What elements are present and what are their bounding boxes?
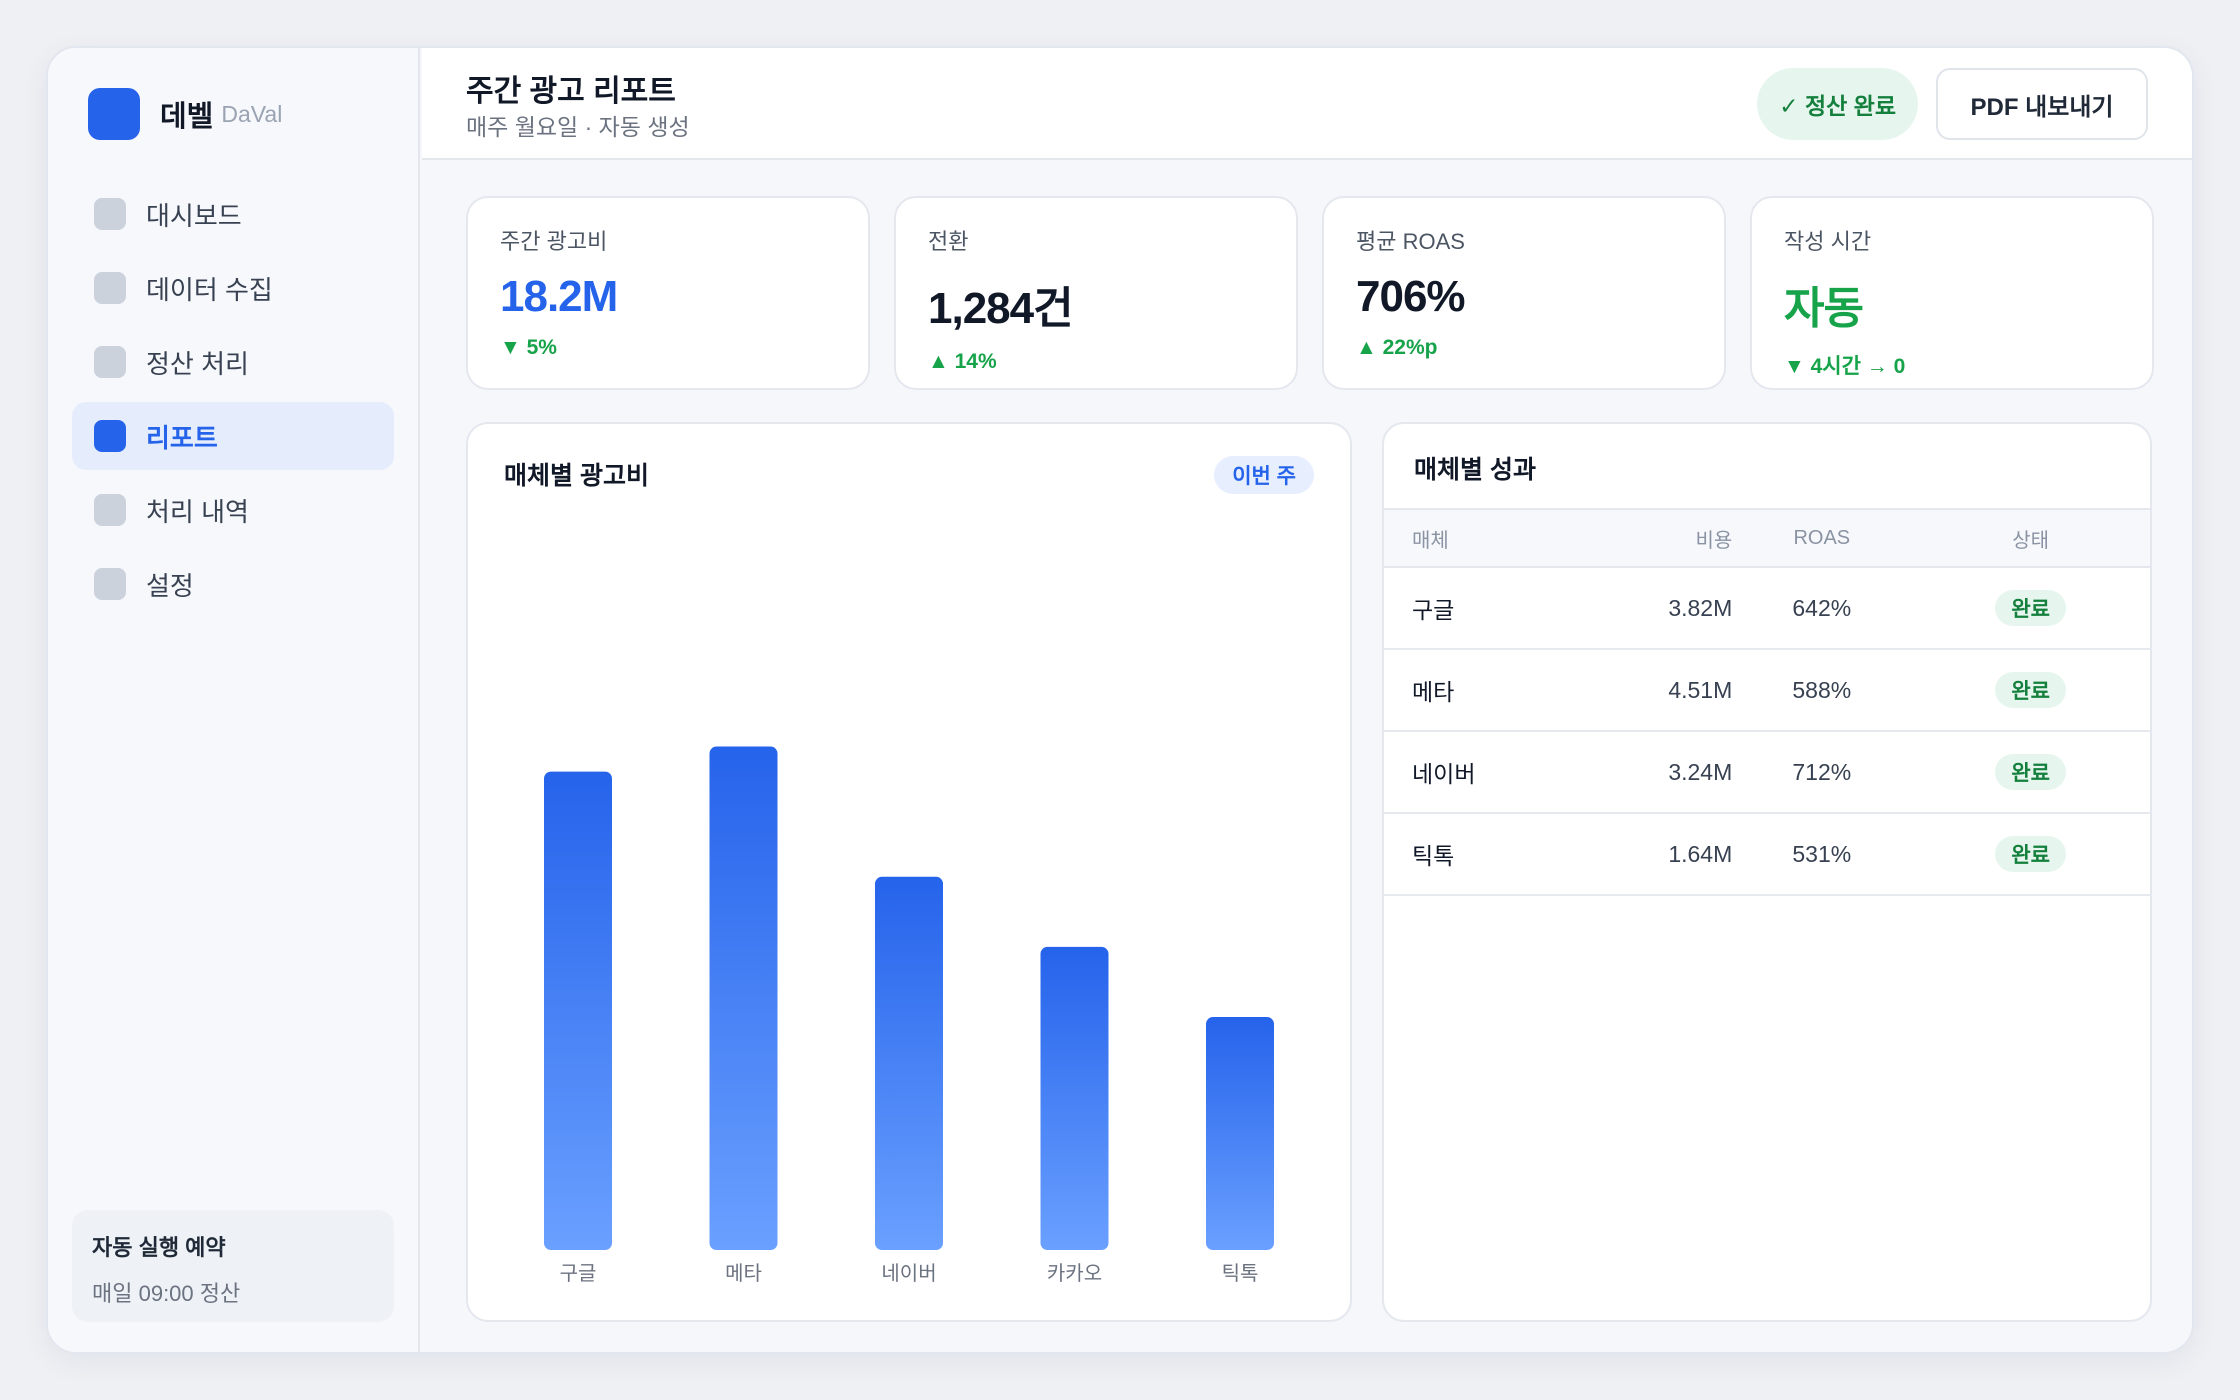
performance-table-card: 매체별 성과 매체 비용 ROAS 상태 구글 3.82M 642% 완료 메타…: [1382, 422, 2152, 1322]
chart-bar[interactable]: [1206, 1017, 1274, 1250]
sidebar-item-dashboard[interactable]: 대시보드: [72, 180, 394, 248]
sidebar-item-label: 설정: [146, 570, 194, 601]
chart-x-tick-label: 구글: [560, 1263, 597, 1285]
sidebar-item-label: 대시보드: [146, 200, 242, 231]
table-row[interactable]: 구글 3.82M 642% 완료: [1384, 568, 2150, 650]
dashboard-icon: [94, 198, 126, 230]
table-header: 매체 비용 ROAS 상태: [1384, 508, 2150, 568]
sidebar-item-history[interactable]: 처리 내역: [72, 476, 394, 544]
kpi-value: 1,284건: [928, 284, 1074, 333]
cell-media: 네이버: [1412, 761, 1476, 787]
chart-x-tick-label: 메타: [725, 1262, 762, 1285]
cell-cost: 3.82M: [1668, 594, 1733, 621]
kpi-value: 자동: [1784, 284, 1864, 333]
kpi-label: 전환: [928, 229, 969, 254]
sidebar-item-data-collection[interactable]: 데이터 수집: [72, 254, 394, 322]
pdf-export-button[interactable]: PDF 내보내기: [1936, 68, 2148, 140]
kpi-value: 18.2M: [500, 272, 618, 321]
kpi-delta: ▲ 14%: [928, 350, 997, 373]
page-header: 주간 광고 리포트 매주 월요일 · 자동 생성 ✓ 정산 완료 PDF 내보내…: [422, 48, 2192, 160]
kpi-label: 평균 ROAS: [1356, 229, 1465, 254]
status-badge: 완료: [1995, 590, 2066, 626]
chart-x-tick-label: 카카오: [1047, 1262, 1102, 1285]
chart-x-tick-label: 틱톡: [1222, 1262, 1259, 1285]
table-title: 매체별 성과: [1414, 456, 1536, 484]
kpi-label: 작성 시간: [1784, 229, 1872, 254]
cell-cost: 1.64M: [1668, 840, 1733, 867]
cell-roas: 588%: [1792, 676, 1852, 703]
kpi-delta: ▼ 5%: [500, 336, 557, 359]
kpi-value: 706%: [1356, 272, 1466, 321]
brand[interactable]: 데벨 DaVal: [88, 88, 282, 140]
cell-state: 완료: [1911, 590, 2150, 626]
cell-state: 완료: [1911, 672, 2150, 708]
brand-sub: DaVal: [221, 100, 283, 127]
kpi-card-roas: 평균 ROAS 706% ▲ 22%p: [1322, 196, 1726, 390]
sidebar-item-report[interactable]: 리포트: [72, 402, 394, 470]
cell-media: 구글: [1412, 597, 1455, 623]
chart-bar[interactable]: [875, 876, 943, 1250]
kpi-delta: ▲ 22%p: [1356, 336, 1438, 359]
sidebar-item-label: 데이터 수집: [146, 274, 273, 305]
col-header-roas[interactable]: ROAS: [1793, 526, 1851, 549]
bar-chart: 구글 메타 네이버 카카오 틱톡: [544, 746, 1274, 1285]
chart-bar[interactable]: [1040, 946, 1109, 1250]
page-title: 주간 광고 리포트: [466, 75, 676, 108]
col-header-state[interactable]: 상태: [2012, 529, 2050, 552]
brand-logo-icon: [88, 88, 140, 140]
cell-cost: 3.24M: [1668, 758, 1733, 785]
cell-roas: 531%: [1792, 840, 1852, 867]
kpi-card-conversions: 전환 1,284건 ▲ 14%: [894, 196, 1298, 390]
sidebar-item-label: 처리 내역: [146, 496, 249, 527]
schedule-sub: 매일 09:00 정산: [92, 1281, 241, 1306]
table-row[interactable]: 네이버 3.24M 712% 완료: [1384, 732, 2150, 814]
history-icon: [94, 494, 126, 526]
report-icon: [94, 420, 126, 452]
page-subtitle: 매주 월요일 · 자동 생성: [466, 114, 690, 140]
sidebar: 데벨 DaVal 대시보드 데이터 수집 정산 처리 리포트 처리 내: [48, 48, 420, 1352]
status-badge: ✓ 정산 완료: [1757, 68, 1918, 140]
schedule-title: 자동 실행 예약: [92, 1235, 226, 1260]
kpi-label: 주간 광고비: [500, 229, 608, 254]
cell-state: 완료: [1911, 836, 2150, 872]
sidebar-nav: 대시보드 데이터 수집 정산 처리 리포트 처리 내역 설정: [72, 180, 394, 624]
brand-name: 데벨: [160, 101, 214, 133]
auto-run-schedule[interactable]: 자동 실행 예약 매일 09:00 정산: [72, 1210, 394, 1322]
chart-x-tick-label: 네이버: [881, 1262, 936, 1285]
period-tag[interactable]: 이번 주: [1214, 456, 1314, 494]
chart-title: 매체별 광고비: [504, 462, 649, 490]
sidebar-item-settlement[interactable]: 정산 처리: [72, 328, 394, 396]
data-collection-icon: [94, 272, 126, 304]
settlement-icon: [94, 346, 126, 378]
status-badge: 완료: [1995, 754, 2066, 790]
app-window: 데벨 DaVal 대시보드 데이터 수집 정산 처리 리포트 처리 내: [46, 46, 2194, 1354]
col-header-cost[interactable]: 비용: [1695, 529, 1733, 552]
table-body: 구글 3.82M 642% 완료 메타 4.51M 588% 완료 네이버 3.…: [1384, 568, 2150, 896]
settings-icon: [94, 568, 126, 600]
chart-bar[interactable]: [544, 771, 612, 1250]
kpi-card-ad-spend: 주간 광고비 18.2M ▼ 5%: [466, 196, 870, 390]
cell-state: 완료: [1911, 754, 2150, 790]
sidebar-item-settings[interactable]: 설정: [72, 550, 394, 618]
chart-bar[interactable]: [709, 746, 778, 1250]
chart-card: 구글 메타 네이버 카카오 틱톡 매체별 광고비 이번 주: [466, 422, 1352, 1322]
cell-roas: 712%: [1792, 758, 1852, 785]
col-header-media[interactable]: 매체: [1412, 529, 1449, 552]
table-row[interactable]: 메타 4.51M 588% 완료: [1384, 650, 2150, 732]
table-row[interactable]: 틱톡 1.64M 531% 완료: [1384, 814, 2150, 896]
cell-cost: 4.51M: [1668, 676, 1733, 703]
status-badge: 완료: [1995, 672, 2066, 708]
cell-roas: 642%: [1792, 594, 1852, 621]
cell-media: 메타: [1412, 679, 1455, 705]
kpi-delta: ▼ 4시간 → 0: [1784, 355, 1906, 378]
sidebar-item-label: 정산 처리: [146, 348, 249, 379]
kpi-card-authoring-time: 작성 시간 자동 ▼ 4시간 → 0: [1750, 196, 2154, 390]
sidebar-item-label: 리포트: [146, 422, 218, 453]
cell-media: 틱톡: [1412, 843, 1455, 869]
status-badge: 완료: [1995, 836, 2066, 872]
